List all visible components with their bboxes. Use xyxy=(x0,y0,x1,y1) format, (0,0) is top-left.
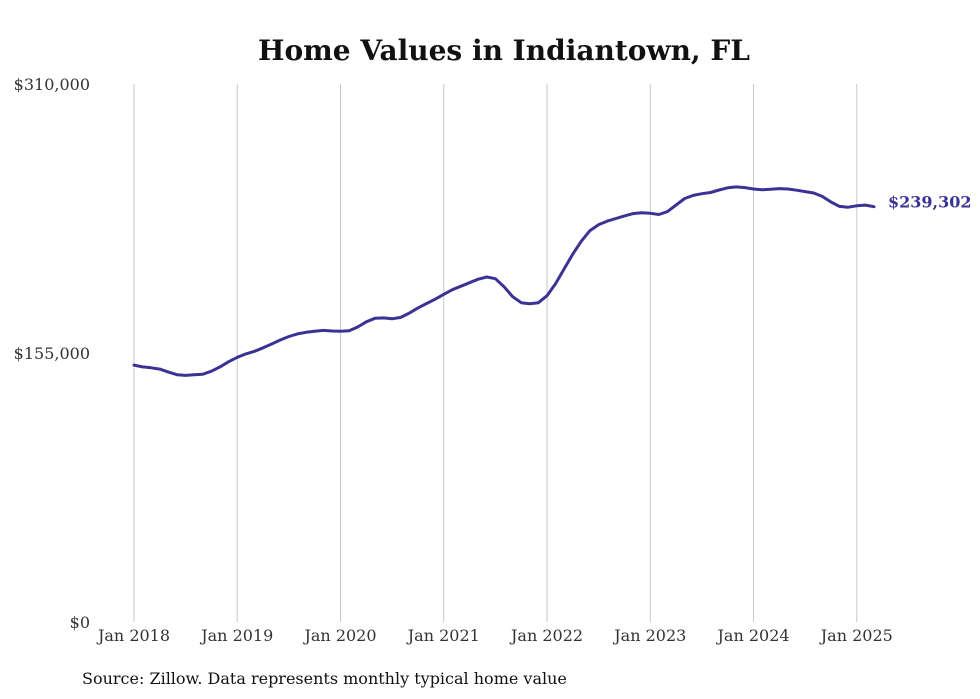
x-tick-label: Jan 2025 xyxy=(819,626,893,645)
x-tick-label: Jan 2022 xyxy=(509,626,583,645)
x-axis: Jan 2018 Jan 2019 Jan 2020 Jan 2021 Jan 2022… xyxy=(96,626,893,645)
y-tick-label: $0 xyxy=(70,613,90,632)
end-value-label: $239,302 xyxy=(888,193,972,212)
chart-title: Home Values in Indiantown, FL xyxy=(258,34,750,67)
y-tick-label: $310,000 xyxy=(14,75,90,94)
x-tick-label: Jan 2023 xyxy=(612,626,686,645)
series-line xyxy=(132,185,876,377)
y-axis: $0 $155,000 $310,000 xyxy=(14,75,90,632)
x-tick-label: Jan 2024 xyxy=(716,626,790,645)
x-tick-label: Jan 2019 xyxy=(199,626,273,645)
y-tick-label: $155,000 xyxy=(14,344,90,363)
source-note: Source: Zillow. Data represents monthly … xyxy=(82,669,567,688)
grid-lines xyxy=(133,84,858,622)
x-tick-label: Jan 2020 xyxy=(302,626,376,645)
x-tick-label: Jan 2018 xyxy=(96,626,170,645)
x-tick-label: Jan 2021 xyxy=(406,626,480,645)
